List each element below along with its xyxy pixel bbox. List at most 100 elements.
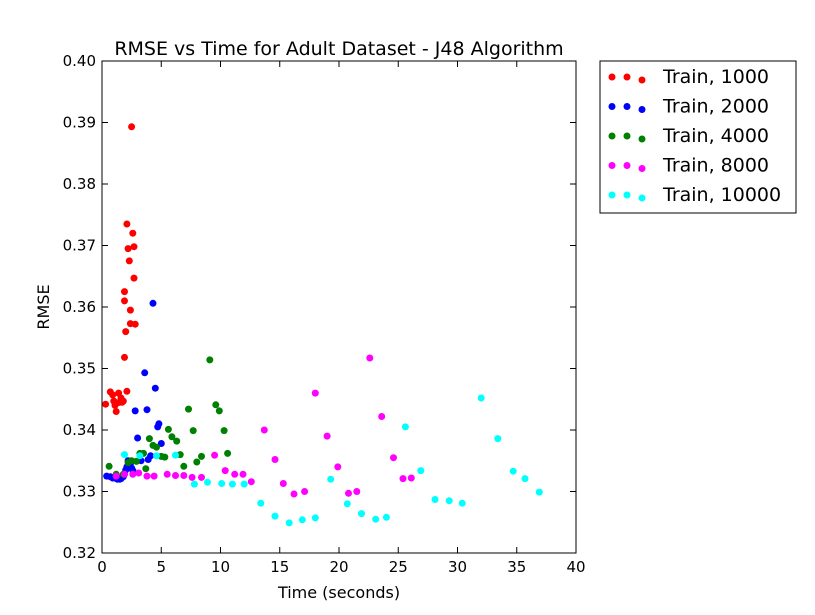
legend-label: Train, 10000 <box>662 184 781 206</box>
x-tick-label: 25 <box>389 558 408 576</box>
data-point <box>399 475 407 483</box>
data-point <box>211 451 219 459</box>
data-point <box>134 434 142 442</box>
data-point <box>132 457 140 465</box>
legend-marker <box>608 132 616 140</box>
data-point <box>130 243 138 251</box>
legend-item: Train, 8000 <box>608 155 769 177</box>
data-point <box>366 354 374 362</box>
legend-marker <box>608 191 616 199</box>
series-4 <box>121 394 543 527</box>
data-point <box>509 467 517 475</box>
series-3 <box>112 354 415 498</box>
data-point <box>123 220 131 228</box>
chart-title: RMSE vs Time for Adult Dataset - J48 Alg… <box>114 38 563 60</box>
data-point <box>279 480 287 487</box>
data-point <box>124 245 132 253</box>
data-point <box>407 474 415 482</box>
data-point <box>206 356 214 364</box>
x-tick-label: 35 <box>507 558 526 576</box>
data-point <box>155 420 163 428</box>
data-point <box>212 401 220 409</box>
data-point <box>180 462 188 470</box>
data-point <box>130 274 138 282</box>
data-point <box>168 433 176 441</box>
data-point <box>390 454 397 462</box>
data-point <box>382 513 390 521</box>
legend-item: Train, 10000 <box>608 184 781 206</box>
legend-marker <box>623 162 631 169</box>
data-point <box>125 257 133 265</box>
legend-marker <box>638 135 646 143</box>
legend-marker <box>623 132 631 140</box>
y-tick-label: 0.34 <box>63 421 96 439</box>
data-point <box>190 480 198 488</box>
legend-marker <box>638 194 646 202</box>
points-layer <box>102 123 543 527</box>
data-point <box>301 488 309 495</box>
y-tick-label: 0.36 <box>63 298 96 316</box>
y-axis-label: RMSE <box>34 284 53 329</box>
data-point <box>112 408 120 415</box>
data-point <box>290 490 298 498</box>
legend-marker <box>638 106 646 113</box>
data-point <box>215 407 223 415</box>
legend-item: Train, 1000 <box>608 66 769 88</box>
data-point <box>102 400 110 408</box>
x-tick-label: 15 <box>270 558 289 576</box>
data-point <box>193 458 201 466</box>
y-tick-label: 0.40 <box>63 52 96 70</box>
y-tick-label: 0.37 <box>63 237 96 255</box>
x-tick-label: 20 <box>329 558 348 576</box>
data-point <box>109 391 117 399</box>
data-point <box>161 453 169 461</box>
data-point <box>143 406 151 414</box>
x-tick-label: 0 <box>97 558 107 576</box>
legend-label: Train, 2000 <box>662 96 769 118</box>
data-point <box>353 488 361 495</box>
data-point <box>172 472 179 479</box>
data-point <box>121 353 128 361</box>
data-point <box>188 473 196 481</box>
data-point <box>129 229 137 237</box>
legend-marker <box>623 73 631 81</box>
data-point <box>185 405 192 413</box>
data-point <box>131 407 139 415</box>
data-point <box>458 499 466 507</box>
data-point <box>247 478 255 486</box>
data-point <box>535 488 543 496</box>
legend-item: Train, 4000 <box>608 125 769 147</box>
data-point <box>521 475 529 483</box>
data-point <box>378 413 386 420</box>
data-point <box>129 470 137 478</box>
data-point <box>121 451 128 459</box>
x-tick-label: 5 <box>156 558 166 576</box>
data-point <box>358 510 365 518</box>
legend-marker <box>608 103 616 110</box>
data-point <box>121 297 128 305</box>
legend-item: Train, 2000 <box>608 96 769 118</box>
data-point <box>477 394 485 402</box>
data-point <box>311 514 319 522</box>
legend-marker <box>623 103 631 110</box>
data-point <box>271 456 279 463</box>
data-point <box>220 427 228 435</box>
data-point <box>151 384 159 392</box>
ticks-layer: 0 5 10 15 20 25 30 35 40 0.32 0.33 0.34 0.35 0.36 0.37… <box>63 52 586 576</box>
data-point <box>323 432 331 440</box>
data-point <box>153 452 160 460</box>
data-point <box>401 423 409 431</box>
data-point <box>149 299 157 307</box>
data-point <box>257 499 265 507</box>
legend-marker <box>608 162 616 169</box>
x-axis-label: Time (seconds) <box>277 583 400 602</box>
data-point <box>121 288 128 296</box>
data-point <box>298 516 306 524</box>
data-point <box>494 435 502 443</box>
data-point <box>240 480 248 488</box>
data-point <box>204 478 211 486</box>
data-point <box>145 435 153 443</box>
legend-marker <box>638 165 646 172</box>
data-point <box>231 470 239 478</box>
